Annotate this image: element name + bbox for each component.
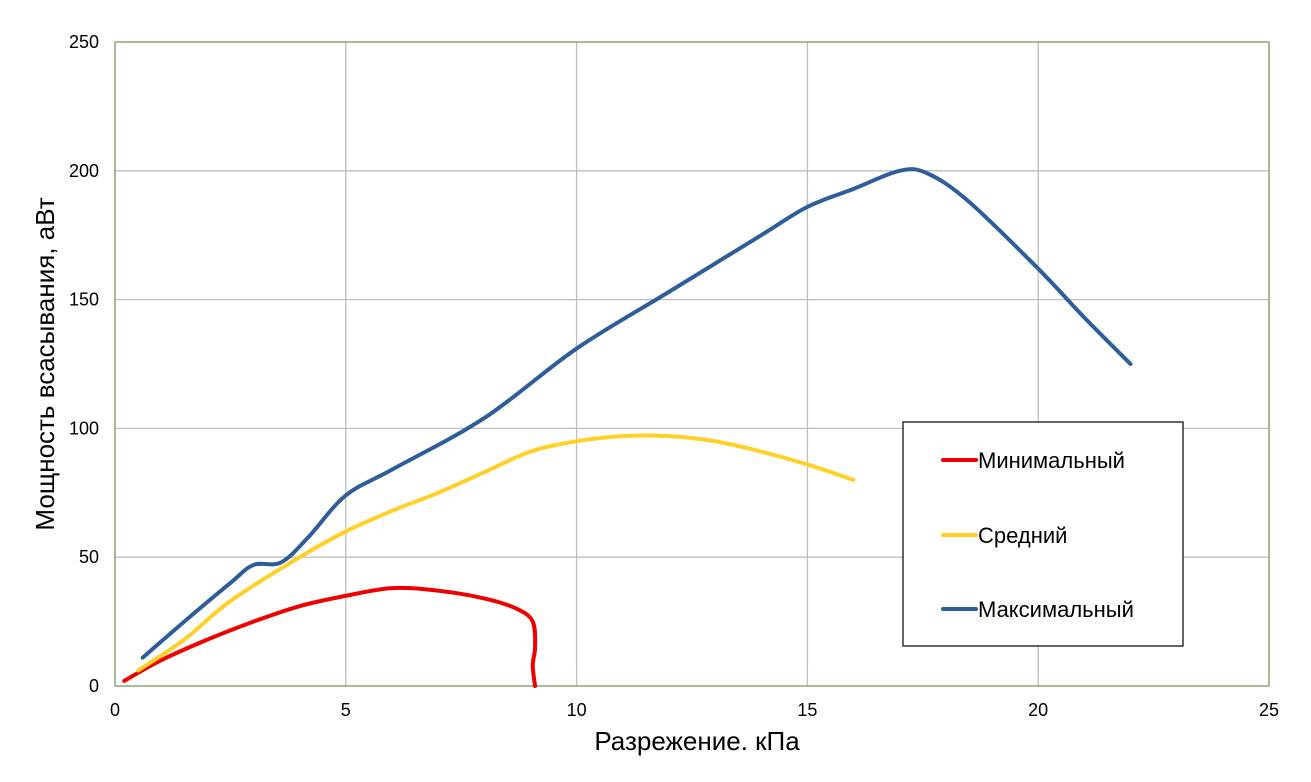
y-tick-label: 250 (69, 32, 99, 52)
y-tick-label: 0 (89, 676, 99, 696)
y-tick-label: 200 (69, 161, 99, 181)
y-tick-label: 150 (69, 290, 99, 310)
x-tick-label: 5 (341, 700, 351, 720)
plot-area-border (114, 41, 1270, 687)
legend-label: Минимальный (978, 448, 1125, 473)
legend-label: Средний (978, 523, 1067, 548)
y-axis-title: Мощность всасывания, аВт (30, 197, 60, 530)
series-lines (122, 167, 1133, 688)
x-tick-label: 0 (110, 700, 120, 720)
legend: Минимальный Средний Максимальный (902, 421, 1184, 647)
x-axis-title: Разрежение. кПа (594, 726, 800, 756)
series-line-mid (136, 433, 856, 673)
x-tick-label: 25 (1259, 700, 1279, 720)
series-line-min (122, 585, 538, 688)
y-tick-label: 50 (79, 547, 99, 567)
x-tick-label: 20 (1028, 700, 1048, 720)
x-tick-label: 10 (567, 700, 587, 720)
legend-label: Максимальный (978, 597, 1134, 622)
y-tick-label: 100 (69, 418, 99, 438)
series-line-max (140, 167, 1133, 660)
x-tick-label: 15 (797, 700, 817, 720)
